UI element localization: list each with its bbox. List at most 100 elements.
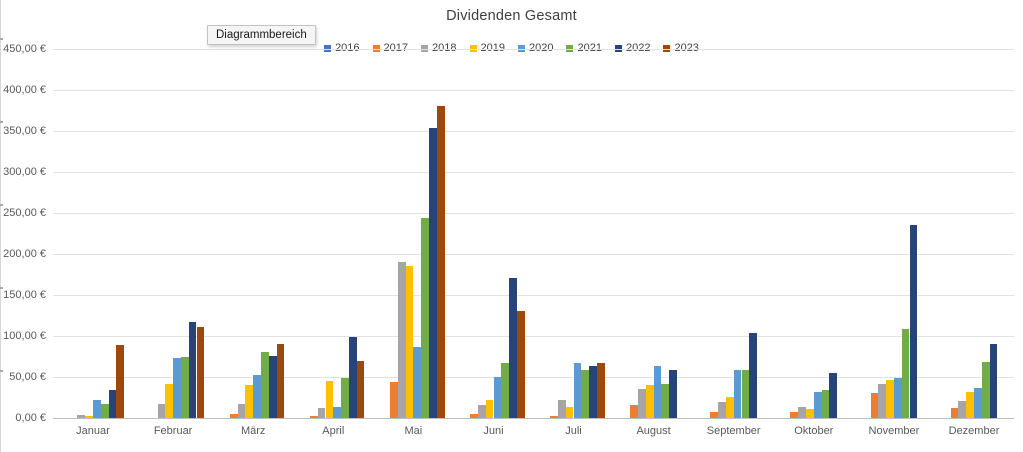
bar-2018-september[interactable] bbox=[718, 402, 726, 418]
bar-2017-november[interactable] bbox=[870, 393, 879, 418]
bar-2022-juli[interactable] bbox=[589, 365, 597, 418]
legend-label: 2022 bbox=[625, 42, 651, 54]
edge-tick bbox=[0, 370, 3, 372]
bar-2018-august[interactable] bbox=[638, 389, 646, 418]
bar-2020-november[interactable] bbox=[893, 377, 902, 418]
bar-2021-juli[interactable] bbox=[581, 369, 590, 418]
x-axis-label: Dezember bbox=[948, 425, 1000, 437]
bar-2019-märz[interactable] bbox=[245, 385, 254, 418]
bar-2019-oktober[interactable] bbox=[806, 409, 814, 418]
bar-2020-juli[interactable] bbox=[573, 363, 582, 418]
bar-2018-februar[interactable] bbox=[157, 404, 166, 418]
bar-2023-april[interactable] bbox=[356, 360, 365, 418]
bar-2018-juli[interactable] bbox=[557, 400, 566, 418]
bar-2022-september[interactable] bbox=[749, 332, 758, 418]
bar-2017-oktober[interactable] bbox=[790, 412, 799, 418]
edge-tick bbox=[0, 287, 3, 289]
bar-2020-august[interactable] bbox=[653, 366, 662, 418]
bar-2021-april[interactable] bbox=[341, 377, 349, 418]
y-axis-label: 50,00 € bbox=[9, 371, 46, 383]
bar-2021-august[interactable] bbox=[661, 384, 670, 418]
bar-2017-april[interactable] bbox=[309, 416, 318, 418]
bar-2022-november[interactable] bbox=[909, 224, 918, 418]
bar-2023-januar[interactable] bbox=[116, 345, 125, 418]
legend-item-2019[interactable]: 2019 bbox=[469, 42, 505, 54]
y-axis-label: 450,00 € bbox=[3, 43, 46, 55]
bar-2017-dezember[interactable] bbox=[950, 408, 959, 418]
bar-2021-märz[interactable] bbox=[261, 352, 269, 418]
bar-2021-oktober[interactable] bbox=[821, 390, 830, 418]
bar-2023-märz[interactable] bbox=[276, 344, 285, 418]
bar-2018-juni[interactable] bbox=[477, 404, 486, 418]
bar-2022-juni[interactable] bbox=[509, 277, 517, 418]
bar-2017-mai[interactable] bbox=[390, 381, 398, 418]
bar-2023-juni[interactable] bbox=[516, 310, 525, 418]
bar-2022-mai[interactable] bbox=[429, 127, 437, 418]
bar-2022-märz[interactable] bbox=[268, 355, 277, 418]
bar-2020-april[interactable] bbox=[333, 407, 342, 418]
bar-2022-august[interactable] bbox=[669, 369, 677, 418]
legend-item-2021[interactable]: 2021 bbox=[566, 42, 602, 54]
bar-2017-juni[interactable] bbox=[470, 413, 478, 418]
legend-item-2023[interactable]: 2023 bbox=[663, 42, 699, 54]
bar-2018-april[interactable] bbox=[317, 408, 326, 418]
bar-2023-mai[interactable] bbox=[436, 105, 445, 418]
bar-2019-april[interactable] bbox=[325, 381, 334, 418]
bar-2020-oktober[interactable] bbox=[813, 391, 822, 418]
bar-2018-januar[interactable] bbox=[77, 414, 86, 418]
bar-2022-april[interactable] bbox=[348, 336, 357, 418]
bar-2022-februar[interactable] bbox=[188, 322, 197, 418]
gridline bbox=[53, 295, 1014, 296]
legend-item-2022[interactable]: 2022 bbox=[614, 42, 651, 54]
bar-2017-märz[interactable] bbox=[229, 413, 238, 418]
bar-2018-november[interactable] bbox=[878, 383, 887, 418]
bar-2019-juli[interactable] bbox=[565, 407, 574, 418]
bar-2019-juni[interactable] bbox=[485, 400, 494, 418]
bar-2020-juni[interactable] bbox=[493, 377, 502, 418]
legend-item-2017[interactable]: 2017 bbox=[372, 42, 408, 54]
legend-item-2016[interactable]: 2016 bbox=[324, 42, 360, 54]
legend-item-2018[interactable]: 2018 bbox=[421, 42, 457, 54]
bar-2019-januar[interactable] bbox=[85, 416, 93, 418]
gridline bbox=[53, 254, 1014, 255]
bar-2020-september[interactable] bbox=[733, 370, 742, 418]
y-axis-label: 400,00 € bbox=[3, 84, 46, 96]
bar-2019-mai[interactable] bbox=[405, 265, 414, 418]
bar-2020-dezember[interactable] bbox=[974, 387, 982, 418]
legend-item-2020[interactable]: 2020 bbox=[518, 42, 553, 54]
y-axis-label: 200,00 € bbox=[3, 248, 46, 260]
bar-2020-januar[interactable] bbox=[93, 400, 101, 418]
legend-label: 2016 bbox=[335, 42, 360, 54]
bar-2018-märz[interactable] bbox=[237, 404, 246, 418]
bar-2018-mai[interactable] bbox=[397, 262, 406, 418]
bar-2019-september[interactable] bbox=[725, 396, 734, 418]
bar-2021-september[interactable] bbox=[741, 369, 750, 418]
bar-2017-august[interactable] bbox=[630, 404, 638, 418]
bar-2020-märz[interactable] bbox=[253, 375, 261, 418]
bar-2022-oktober[interactable] bbox=[829, 372, 838, 418]
bar-2021-november[interactable] bbox=[901, 329, 910, 418]
bar-2021-mai[interactable] bbox=[421, 217, 429, 418]
bar-2017-juli[interactable] bbox=[550, 415, 558, 418]
bar-2022-januar[interactable] bbox=[108, 390, 117, 418]
bar-2019-februar[interactable] bbox=[165, 384, 174, 418]
bar-2021-juni[interactable] bbox=[501, 363, 510, 418]
x-axis-label: Mai bbox=[404, 425, 423, 437]
bar-2022-dezember[interactable] bbox=[989, 344, 998, 418]
bar-2023-juli[interactable] bbox=[596, 363, 605, 418]
bar-2019-november[interactable] bbox=[886, 379, 894, 418]
bar-2021-februar[interactable] bbox=[180, 357, 189, 418]
bar-2019-dezember[interactable] bbox=[966, 391, 974, 418]
bar-2020-februar[interactable] bbox=[173, 358, 181, 418]
bar-2021-januar[interactable] bbox=[100, 404, 109, 418]
bar-2017-september[interactable] bbox=[710, 412, 719, 418]
bar-2018-dezember[interactable] bbox=[958, 400, 967, 418]
legend-label: 2020 bbox=[529, 42, 554, 54]
bar-2020-mai[interactable] bbox=[413, 346, 422, 418]
bar-2023-februar[interactable] bbox=[196, 327, 205, 418]
bar-2019-august[interactable] bbox=[645, 385, 654, 418]
bar-2018-oktober[interactable] bbox=[798, 407, 806, 418]
bar-2021-dezember[interactable] bbox=[981, 362, 990, 418]
chart-area-tooltip: Diagrammbereich bbox=[207, 25, 316, 45]
